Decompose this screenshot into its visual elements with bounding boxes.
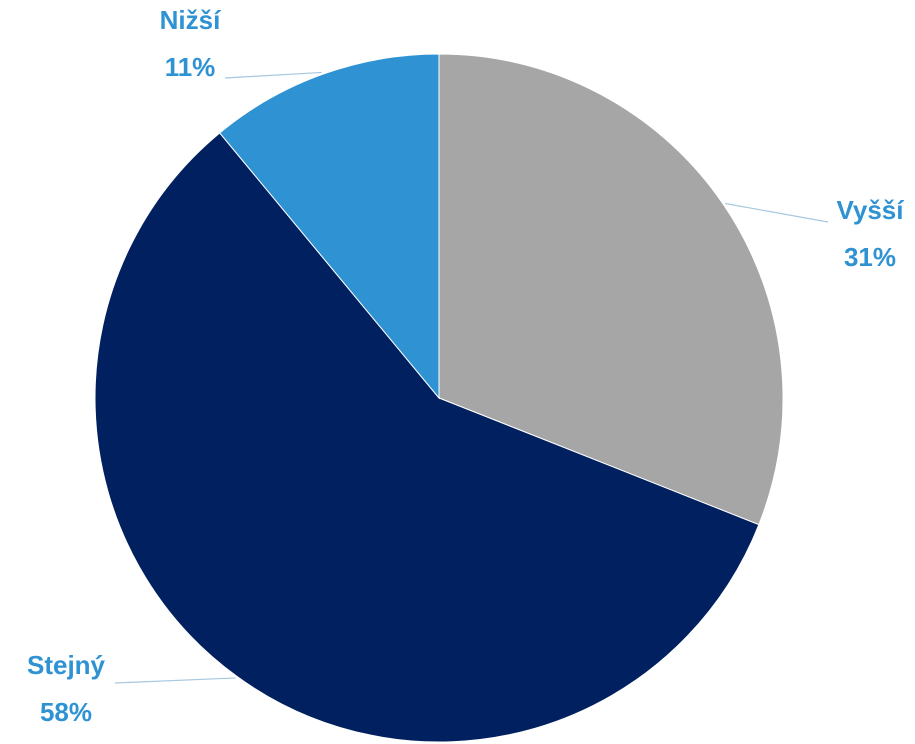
leader-line (725, 202, 829, 223)
slice-value-label: 58% (40, 697, 92, 727)
leader-line (224, 71, 322, 79)
leader-line (114, 677, 236, 684)
pie-slice (438, 53, 784, 526)
pie-slice (94, 132, 760, 743)
slice-label: Nižší (160, 5, 221, 35)
slice-label: Vyšší (837, 195, 905, 225)
slice-value-label: 11% (165, 52, 216, 82)
pie-slice (219, 53, 440, 400)
slice-value-label: 31% (844, 242, 896, 272)
slice-label: Stejný (27, 650, 106, 680)
